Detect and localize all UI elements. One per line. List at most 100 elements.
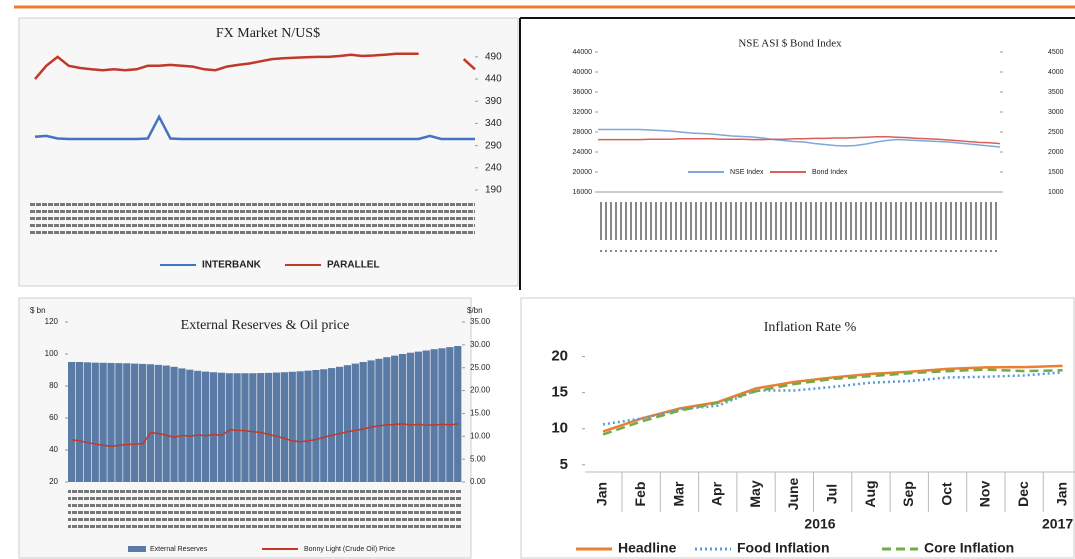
bar	[91, 362, 99, 482]
y-tick-label: 15.00	[470, 409, 491, 418]
x-tick-label: Feb	[632, 482, 648, 507]
bar	[304, 370, 312, 482]
bar	[438, 348, 446, 482]
y-tick-label: 5.00	[470, 454, 486, 463]
bar	[107, 362, 115, 482]
y-tick-label: 32000	[573, 109, 593, 116]
bar	[446, 347, 454, 482]
bar	[162, 365, 170, 482]
chart-title: Inflation Rate %	[764, 320, 857, 335]
bar	[249, 373, 257, 482]
x-tick-label: Jan	[1053, 482, 1069, 506]
bar	[414, 351, 422, 482]
bar	[272, 372, 281, 482]
bar	[146, 364, 155, 482]
bar	[351, 363, 359, 482]
illegible-labels	[598, 202, 1000, 252]
illegible-labels	[30, 200, 475, 238]
x-tick-label: Jan	[594, 482, 610, 506]
y-tick-label: 35.00	[470, 317, 491, 326]
y-tick-label: 1500	[1048, 169, 1064, 176]
series-line	[598, 128, 1001, 148]
series-line	[598, 136, 1001, 145]
bar	[217, 372, 225, 482]
y-tick-label: 40000	[573, 69, 593, 76]
x-tick-label: Dec	[1015, 481, 1031, 507]
bar	[320, 369, 328, 482]
y-tick-label: 490	[485, 52, 502, 63]
bar	[454, 346, 462, 482]
bar	[265, 372, 273, 482]
panel-border	[519, 17, 1075, 290]
legend-label: Food Inflation	[737, 540, 830, 556]
bar	[328, 368, 336, 482]
y-tick-label: 440	[485, 74, 502, 85]
panel	[18, 17, 519, 287]
legend-label: Bonny Light (Crude Oil) Price	[304, 546, 395, 553]
bar	[406, 352, 415, 482]
bar	[170, 366, 178, 482]
bar	[233, 373, 241, 482]
y-tick-label: 0.00	[470, 477, 486, 486]
bar	[296, 371, 304, 482]
bar	[201, 371, 210, 482]
bar	[131, 363, 139, 482]
legend-label: INTERBANK	[202, 260, 262, 271]
y-tick-label: 340	[485, 118, 502, 129]
y-tick-label: 4000	[1048, 69, 1064, 76]
y-tick-label: 10.00	[470, 431, 491, 440]
x-group-label: 2017	[1042, 516, 1073, 532]
bar	[115, 363, 123, 482]
y-tick-label: 4500	[1048, 49, 1064, 56]
y-tick-label: 2500	[1048, 129, 1064, 136]
y-tick-label: 10	[551, 420, 568, 437]
bar	[257, 373, 265, 482]
x-tick-label: Nov	[977, 481, 993, 508]
legend-label: Bond Index	[812, 169, 848, 176]
axis-unit: $ bn	[30, 306, 46, 315]
y-tick-label: 20000	[573, 169, 593, 176]
x-tick-label: June	[785, 477, 801, 510]
illegible-labels	[68, 490, 462, 532]
bar	[209, 372, 218, 482]
y-tick-label: 24000	[573, 149, 593, 156]
bar	[225, 373, 233, 482]
bar	[138, 363, 147, 482]
y-tick-label: 120	[45, 317, 59, 326]
y-tick-label: 3000	[1048, 109, 1064, 116]
y-tick-label: 240	[485, 162, 502, 173]
y-tick-label: 40	[49, 445, 58, 454]
y-tick-label: 80	[49, 381, 58, 390]
bar	[391, 355, 399, 482]
y-tick-label: 100	[45, 349, 59, 358]
bar	[383, 357, 391, 482]
bar	[375, 358, 383, 482]
bar	[343, 365, 352, 482]
bar	[194, 370, 202, 482]
x-tick-label: Mar	[670, 481, 686, 506]
axis-unit: $/bn	[467, 306, 483, 315]
y-tick-label: 290	[485, 140, 502, 151]
y-tick-label: 2000	[1048, 149, 1064, 156]
y-tick-label: 16000	[573, 189, 593, 196]
bar	[83, 362, 92, 482]
y-tick-label: 1000	[1048, 189, 1064, 196]
y-tick-label: 390	[485, 96, 502, 107]
bar	[75, 362, 84, 482]
series-line	[602, 364, 1063, 433]
x-tick-label: Oct	[938, 482, 954, 506]
legend-swatch	[128, 546, 146, 552]
x-tick-label: Apr	[709, 481, 725, 506]
x-tick-label: Jul	[824, 484, 840, 504]
x-tick-label: Sep	[900, 481, 916, 507]
bar	[422, 350, 430, 482]
bar	[68, 362, 76, 482]
y-tick-label: 60	[49, 413, 58, 422]
y-tick-label: 190	[485, 185, 502, 196]
chart-title: FX Market N/US$	[216, 26, 320, 41]
bar	[288, 371, 296, 482]
y-tick-label: 25.00	[470, 363, 491, 372]
y-tick-label: 15	[551, 384, 568, 401]
